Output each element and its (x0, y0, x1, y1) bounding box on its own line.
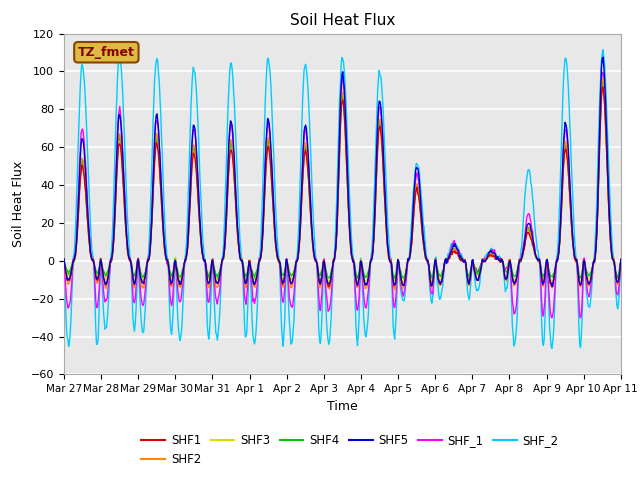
Line: SHF2: SHF2 (64, 78, 621, 290)
SHF5 (70, 256, 78, 262)
SHF1 (214, 280, 221, 286)
SHF_1 (426, 284, 434, 289)
Legend: SHF1, SHF2, SHF3, SHF4, SHF5, SHF_1, SHF_2: SHF1, SHF2, SHF3, SHF4, SHF5, SHF_1, SHF… (137, 430, 563, 471)
SHF5 (60, 256, 68, 262)
Title: Soil Heat Flux: Soil Heat Flux (290, 13, 395, 28)
SHF1 (411, 198, 419, 204)
SHF2 (184, 240, 192, 246)
SHF_2 (617, 260, 625, 265)
SHF1 (184, 242, 192, 248)
SHF_1 (184, 238, 192, 243)
SHF_1 (617, 256, 625, 262)
SHF1 (428, 283, 435, 288)
SHF5 (426, 278, 434, 284)
SHF_1 (410, 195, 418, 201)
Line: SHF5: SHF5 (64, 57, 621, 287)
X-axis label: Time: Time (327, 400, 358, 413)
SHF2 (391, 287, 399, 293)
SHF4 (411, 194, 419, 200)
SHF5 (410, 190, 418, 196)
Line: SHF4: SHF4 (64, 83, 621, 278)
SHF_2 (127, 268, 135, 274)
SHF_2 (70, 251, 78, 257)
SHF3 (214, 277, 221, 283)
SHF2 (127, 263, 135, 269)
SHF4 (617, 258, 625, 264)
SHF2 (428, 284, 435, 290)
SHF1 (617, 256, 625, 262)
SHF2 (214, 284, 221, 290)
SHF3 (599, 83, 607, 88)
SHF1 (60, 256, 68, 262)
SHF_2 (214, 337, 221, 343)
Line: SHF_2: SHF_2 (64, 50, 621, 348)
SHF3 (60, 261, 68, 266)
Line: SHF_1: SHF_1 (64, 72, 621, 318)
SHF2 (411, 195, 419, 201)
SHF2 (599, 75, 607, 81)
SHF_2 (60, 259, 68, 264)
SHF_2 (410, 182, 418, 188)
Text: TZ_fmet: TZ_fmet (78, 46, 135, 59)
SHF3 (127, 260, 135, 265)
SHF_1 (598, 69, 606, 75)
SHF1 (127, 261, 135, 266)
SHF4 (184, 241, 192, 247)
Line: SHF3: SHF3 (64, 85, 621, 283)
SHF5 (599, 54, 607, 60)
SHF2 (617, 259, 625, 264)
SHF1 (325, 284, 333, 289)
SHF1 (599, 84, 607, 90)
SHF3 (184, 240, 192, 246)
SHF4 (127, 260, 135, 266)
SHF4 (214, 275, 221, 280)
SHF_1 (577, 315, 584, 321)
SHF_1 (214, 301, 221, 307)
SHF5 (184, 236, 192, 242)
SHF_2 (426, 291, 434, 297)
SHF2 (60, 260, 68, 265)
SHF3 (399, 280, 406, 286)
SHF3 (428, 276, 435, 281)
SHF4 (60, 257, 68, 263)
SHF_1 (70, 258, 78, 264)
SHF2 (70, 258, 78, 264)
SHF_2 (184, 202, 192, 208)
SHF5 (617, 257, 625, 263)
SHF3 (411, 196, 419, 202)
SHF_1 (127, 263, 135, 268)
SHF4 (599, 80, 607, 85)
SHF5 (549, 284, 557, 289)
SHF_1 (60, 257, 68, 263)
Line: SHF1: SHF1 (64, 87, 621, 287)
Y-axis label: Soil Heat Flux: Soil Heat Flux (12, 161, 25, 247)
SHF5 (214, 281, 221, 287)
SHF4 (70, 259, 78, 265)
SHF4 (428, 273, 435, 278)
SHF3 (70, 258, 78, 264)
SHF_2 (548, 346, 556, 351)
SHF5 (127, 263, 135, 269)
SHF_2 (599, 47, 607, 53)
SHF4 (354, 276, 362, 281)
SHF1 (70, 258, 78, 264)
SHF3 (617, 259, 625, 265)
